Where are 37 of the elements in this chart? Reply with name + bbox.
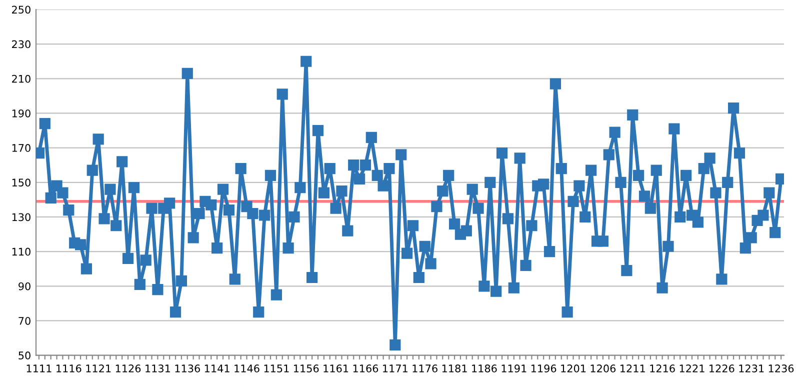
x-tick-label: 1236: [768, 364, 794, 372]
x-tick-label: 1136: [175, 364, 200, 372]
x-tick-label: 1231: [739, 364, 764, 372]
x-tick-label: 1146: [234, 364, 260, 372]
y-tick-label: 70: [18, 316, 30, 325]
y-tick-label: 210: [12, 74, 30, 83]
x-tick-label: 1151: [264, 364, 289, 372]
x-tick-label: 1171: [383, 364, 408, 372]
y-tick-label: 150: [12, 178, 30, 187]
x-tick-label: 1116: [56, 364, 82, 372]
x-tick-label: 1176: [412, 364, 438, 372]
x-tick-label: 1111: [26, 364, 52, 372]
x-tick-label: 1161: [324, 364, 348, 372]
y-tick-label: 190: [12, 109, 30, 118]
x-tick-label: 1166: [353, 364, 378, 372]
y-tick-label: 130: [12, 213, 30, 222]
x-tick-label: 1131: [146, 364, 170, 372]
x-tick-label: 1211: [620, 364, 645, 372]
x-tick-label: 1121: [86, 364, 111, 372]
y-tick-label: 110: [12, 248, 30, 256]
y-tick-label: 250: [12, 6, 30, 14]
x-tick-label: 1181: [442, 364, 467, 372]
y-tick-label: 230: [12, 40, 30, 48]
x-tick-label: 1221: [680, 364, 704, 372]
x-tick-label: 1206: [590, 364, 616, 372]
x-tick-label: 1196: [531, 364, 556, 372]
y-tick-label: 170: [12, 144, 30, 152]
x-tick-label: 1201: [561, 364, 586, 372]
y-tick-label: 90: [18, 282, 30, 290]
x-tick-label: 1186: [472, 364, 497, 372]
x-tick-label: 1141: [204, 364, 230, 372]
y-tick-label: 50: [18, 352, 30, 360]
x-tick-label: 1126: [116, 364, 141, 372]
x-tick-label: 1216: [650, 364, 675, 372]
x-tick-label: 1226: [710, 364, 734, 372]
x-tick-label: 1191: [502, 364, 526, 372]
x-tick-label: 1156: [294, 364, 319, 372]
